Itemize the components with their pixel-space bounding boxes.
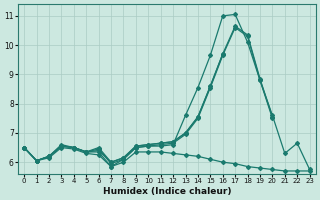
X-axis label: Humidex (Indice chaleur): Humidex (Indice chaleur) [103, 187, 231, 196]
